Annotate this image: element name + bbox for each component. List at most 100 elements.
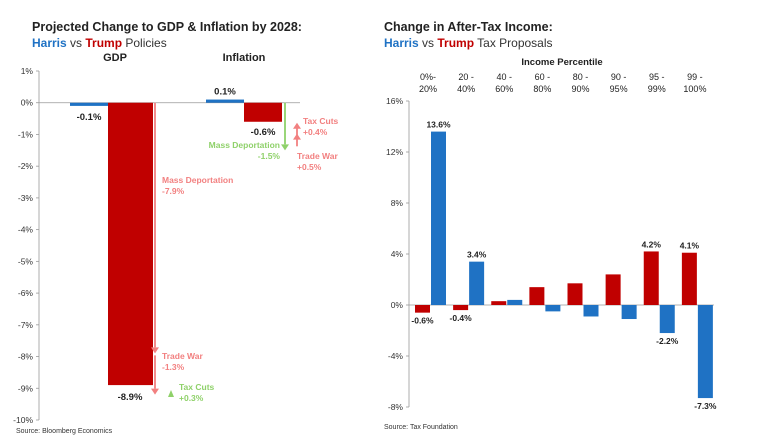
gdp-tax-cuts-value: +0.3% xyxy=(179,393,204,403)
trump-bar xyxy=(108,102,153,386)
gdp-tax-cuts-label: Tax Cuts xyxy=(179,382,215,392)
inflation-tax-cuts-arrowhead-2 xyxy=(293,122,301,129)
right-x-axis-title: Income Percentile xyxy=(521,57,602,68)
right-category-label-line2: 60% xyxy=(495,84,513,94)
inflation-tax-cuts-label: Tax Cuts xyxy=(303,116,339,126)
left-chart-subtitle: Harris vs Trump Policies xyxy=(32,36,167,50)
trump-bar xyxy=(567,283,583,305)
trump-data-label: 4.1% xyxy=(680,241,700,251)
right-category-label-line1: 20 - xyxy=(458,72,474,82)
harris-bar xyxy=(507,299,523,305)
right-category-label-line2: 100% xyxy=(683,84,706,94)
trump-bar xyxy=(415,305,430,313)
inflation-mass-deportation-arrowhead xyxy=(281,144,289,151)
inflation-mass-deportation-label: Mass Deportation xyxy=(209,140,280,150)
harris-bar xyxy=(697,305,713,399)
harris-bar xyxy=(583,305,599,317)
inflation-trade-war-label: Trade War xyxy=(297,151,338,161)
trump-data-label: 4.2% xyxy=(642,239,662,249)
left-subtitle-harris: Harris xyxy=(32,36,67,50)
gdp-trade-war-value: -1.3% xyxy=(162,362,185,372)
harris-data-label: 0.1% xyxy=(214,87,236,98)
inflation-trade-war-value: +0.5% xyxy=(297,162,322,172)
left-chart-title: Projected Change to GDP & Inflation by 2… xyxy=(32,20,302,34)
gdp-trade-war-arrowhead xyxy=(151,388,159,395)
left-subtitle-vs: vs xyxy=(66,36,86,50)
trump-bar xyxy=(643,251,659,305)
harris-data-label: 13.6% xyxy=(426,120,451,130)
right-category-label-line1: 60 - xyxy=(535,72,551,82)
right-y-tick-label: 0% xyxy=(391,300,404,310)
left-subtitle-rest: Policies xyxy=(122,36,167,50)
right-subtitle-vs: vs xyxy=(418,36,438,50)
trump-bar xyxy=(491,301,507,305)
trump-data-label: -0.6% xyxy=(411,316,434,326)
right-subtitle-harris: Harris xyxy=(384,36,419,50)
left-y-tick-label: -10% xyxy=(13,415,33,425)
right-category-label-line2: 99% xyxy=(648,84,666,94)
left-y-tick-label: 0% xyxy=(21,98,34,108)
gdp-trade-war-label: Trade War xyxy=(162,351,203,361)
harris-bar xyxy=(621,305,637,320)
harris-data-label: 3.4% xyxy=(467,250,487,260)
harris-data-label: -2.2% xyxy=(656,336,679,346)
right-chart-subtitle: Harris vs Trump Tax Proposals xyxy=(384,36,553,50)
trump-bar xyxy=(244,102,282,122)
right-category-label-line2: 90% xyxy=(572,84,590,94)
trump-data-label: -0.6% xyxy=(251,127,276,138)
trump-bar xyxy=(605,274,621,305)
left-category-label: GDP xyxy=(103,52,127,64)
left-y-tick-label: -4% xyxy=(18,225,34,235)
harris-data-label: -0.1% xyxy=(77,112,102,123)
left-y-tick-label: -5% xyxy=(18,256,34,266)
right-category-label-line1: 0%- xyxy=(420,72,436,82)
harris-bar xyxy=(545,305,561,312)
inflation-tax-cuts-value: +0.4% xyxy=(303,127,328,137)
harris-bar xyxy=(469,261,485,305)
harris-bar xyxy=(431,131,446,305)
right-subtitle-trump: Trump xyxy=(437,36,475,50)
right-category-label-line1: 90 - xyxy=(611,72,627,82)
left-category-label: Inflation xyxy=(223,52,266,64)
inflation-tax-cuts-arrowhead-1 xyxy=(293,133,301,140)
right-y-tick-label: -8% xyxy=(388,402,404,412)
right-category-label-line1: 80 - xyxy=(573,72,589,82)
left-y-tick-label: -7% xyxy=(18,320,34,330)
right-category-label-line1: 99 - xyxy=(687,72,703,82)
gdp-tax-cuts-arrowhead xyxy=(168,390,174,397)
right-category-label-line2: 20% xyxy=(419,84,437,94)
trump-data-label: -8.9% xyxy=(118,392,143,403)
trump-bar xyxy=(529,287,545,305)
harris-data-label: -7.3% xyxy=(694,401,717,411)
right-chart-source: Source: Tax Foundation xyxy=(384,424,458,431)
harris-bar xyxy=(659,305,675,334)
trump-data-label: -0.4% xyxy=(450,313,473,323)
right-category-label-line2: 95% xyxy=(610,84,628,94)
right-subtitle-rest: Tax Proposals xyxy=(474,36,553,50)
left-subtitle-trump: Trump xyxy=(85,36,123,50)
left-y-tick-label: 1% xyxy=(21,66,34,76)
right-category-label-line1: 40 - xyxy=(497,72,513,82)
right-category-label-line2: 80% xyxy=(533,84,551,94)
right-y-tick-label: 4% xyxy=(391,249,404,259)
left-chart-source: Source: Bloomberg Economics xyxy=(16,428,113,435)
right-chart-title: Change in After-Tax Income: xyxy=(384,20,553,34)
right-y-tick-label: -4% xyxy=(388,351,404,361)
gdp-mass-deportation-value: -7.9% xyxy=(162,186,185,196)
inflation-mass-deportation-value: -1.5% xyxy=(258,151,281,161)
left-y-tick-label: -1% xyxy=(18,129,34,139)
gdp-mass-deportation-arrowhead xyxy=(151,347,159,354)
left-y-tick-label: -8% xyxy=(18,352,34,362)
right-y-tick-label: 8% xyxy=(391,198,404,208)
harris-bar xyxy=(70,102,108,106)
gdp-mass-deportation-label: Mass Deportation xyxy=(162,175,233,185)
right-y-tick-label: 12% xyxy=(386,147,403,157)
left-y-tick-label: -2% xyxy=(18,161,34,171)
left-y-tick-label: -9% xyxy=(18,383,34,393)
left-y-tick-label: -3% xyxy=(18,193,34,203)
left-y-tick-label: -6% xyxy=(18,288,34,298)
trump-bar xyxy=(453,305,469,311)
right-category-label-line2: 40% xyxy=(457,84,475,94)
right-y-tick-label: 16% xyxy=(386,96,403,106)
